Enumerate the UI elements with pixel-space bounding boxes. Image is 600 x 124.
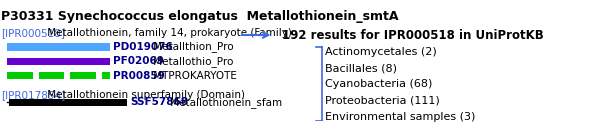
Text: MTPROKARYOTE: MTPROKARYOTE — [150, 71, 237, 81]
Text: Environmental samples (3): Environmental samples (3) — [325, 112, 475, 122]
Text: Metallothio_Pro: Metallothio_Pro — [150, 56, 233, 67]
FancyBboxPatch shape — [7, 43, 110, 51]
FancyBboxPatch shape — [9, 99, 127, 106]
Text: Proteobacteria (111): Proteobacteria (111) — [325, 95, 440, 105]
Text: [IPR017854]: [IPR017854] — [1, 90, 65, 100]
Text: Metallthion_Pro: Metallthion_Pro — [150, 42, 234, 52]
Text: PF02069: PF02069 — [113, 56, 164, 66]
Text: Metallothionein_sfam: Metallothionein_sfam — [167, 97, 283, 108]
FancyBboxPatch shape — [101, 72, 110, 79]
FancyBboxPatch shape — [7, 58, 110, 65]
FancyBboxPatch shape — [38, 72, 64, 79]
Text: SSF57868: SSF57868 — [130, 97, 188, 107]
Text: P30331 Synechococcus elongatus  Metallothionein_smtA: P30331 Synechococcus elongatus Metalloth… — [1, 10, 399, 23]
FancyBboxPatch shape — [7, 72, 33, 79]
Text: Actinomycetales (2): Actinomycetales (2) — [325, 47, 437, 57]
Text: [IPR000518]: [IPR000518] — [1, 28, 65, 38]
Text: PR00859: PR00859 — [113, 71, 165, 81]
Text: 192 results for IPR000518 in UniProtKB: 192 results for IPR000518 in UniProtKB — [282, 29, 544, 42]
Text: Cyanobacteria (68): Cyanobacteria (68) — [325, 79, 432, 89]
Text: PD019076: PD019076 — [113, 42, 173, 52]
Text: Bacillales (8): Bacillales (8) — [325, 63, 397, 73]
FancyBboxPatch shape — [70, 72, 96, 79]
Text: Metallothionein superfamily (Domain): Metallothionein superfamily (Domain) — [44, 90, 245, 100]
Text: Metallothionein, family 14, prokaryote (Family): Metallothionein, family 14, prokaryote (… — [44, 28, 292, 38]
